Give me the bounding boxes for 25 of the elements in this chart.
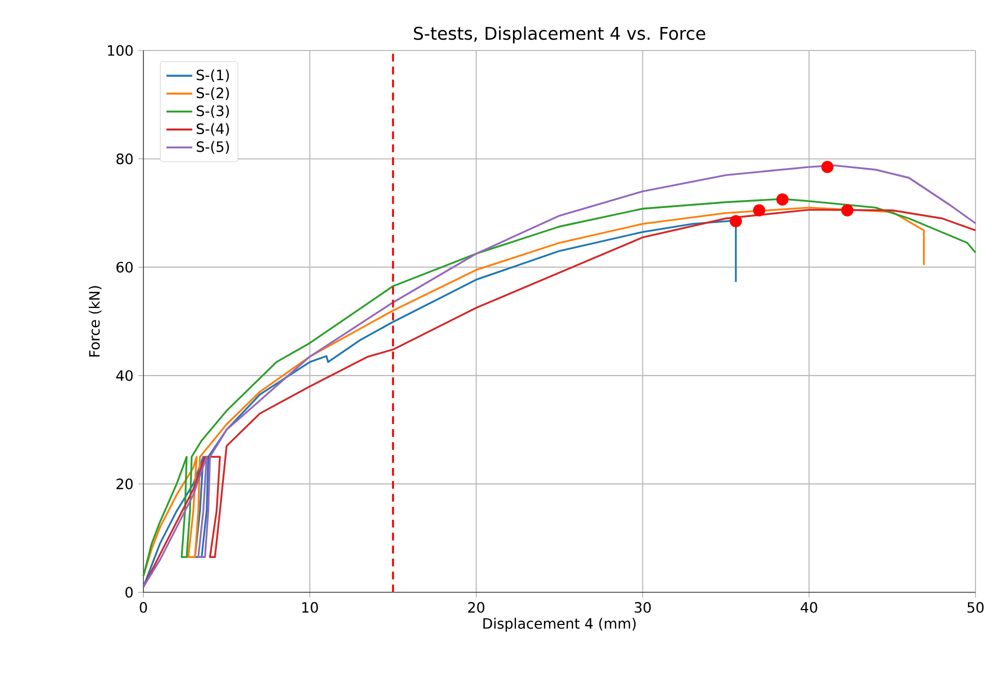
legend-label: S-(1) xyxy=(196,69,229,82)
x-tick-label: 20 xyxy=(468,602,484,613)
point xyxy=(776,193,789,206)
x-tick-label: 50 xyxy=(968,602,984,613)
x-tick-label: 0 xyxy=(140,602,147,613)
y-tick-label: 20 xyxy=(116,478,133,490)
x-tick-label: 30 xyxy=(634,602,651,613)
x-axis-title: Displacement 4 (mm) xyxy=(483,618,636,632)
x-tick-label: 10 xyxy=(302,602,318,613)
x-tick-label: 40 xyxy=(800,602,818,613)
legend-label: S-(3) xyxy=(196,105,229,118)
point xyxy=(841,204,854,216)
point xyxy=(753,204,766,216)
y-tick-label: 60 xyxy=(116,262,133,273)
legend-label: S-(4) xyxy=(196,123,229,136)
legend-label: S-(2) xyxy=(196,87,229,100)
y-axis-title: Force (kN) xyxy=(88,286,102,357)
y-tick-label: 100 xyxy=(108,45,133,56)
y-tick-label: 80 xyxy=(116,154,133,164)
point xyxy=(821,160,834,174)
y-tick-label: 40 xyxy=(116,370,133,382)
y-tick-label: 0 xyxy=(126,586,133,598)
legend-label: S-(5) xyxy=(196,141,229,154)
point xyxy=(730,215,742,228)
chart-title: S-tests, Displacement 4 vs. Force xyxy=(414,26,706,44)
